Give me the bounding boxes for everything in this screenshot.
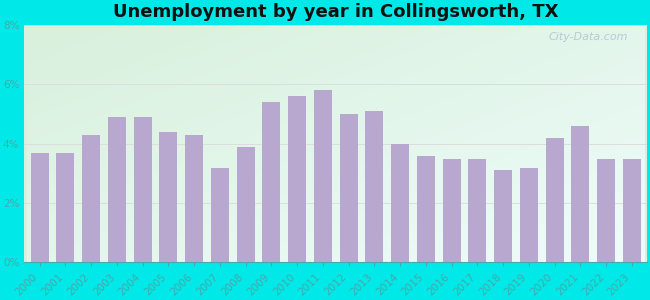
Bar: [391, 144, 409, 262]
Bar: [185, 135, 203, 262]
Bar: [417, 156, 435, 262]
Bar: [520, 167, 538, 262]
Bar: [443, 159, 461, 262]
Bar: [494, 170, 512, 262]
Bar: [365, 111, 383, 262]
Bar: [623, 159, 641, 262]
Bar: [597, 159, 615, 262]
Text: City-Data.com: City-Data.com: [549, 32, 629, 42]
Bar: [314, 90, 332, 262]
Bar: [108, 117, 126, 262]
Bar: [468, 159, 486, 262]
Title: Unemployment by year in Collingsworth, TX: Unemployment by year in Collingsworth, T…: [113, 3, 558, 21]
Bar: [237, 147, 255, 262]
Bar: [339, 114, 358, 262]
Bar: [263, 102, 280, 262]
Bar: [288, 96, 306, 262]
Bar: [31, 153, 49, 262]
Bar: [159, 132, 177, 262]
Bar: [133, 117, 151, 262]
Bar: [545, 138, 564, 262]
Bar: [57, 153, 74, 262]
Bar: [82, 135, 100, 262]
Bar: [571, 126, 590, 262]
Bar: [211, 167, 229, 262]
